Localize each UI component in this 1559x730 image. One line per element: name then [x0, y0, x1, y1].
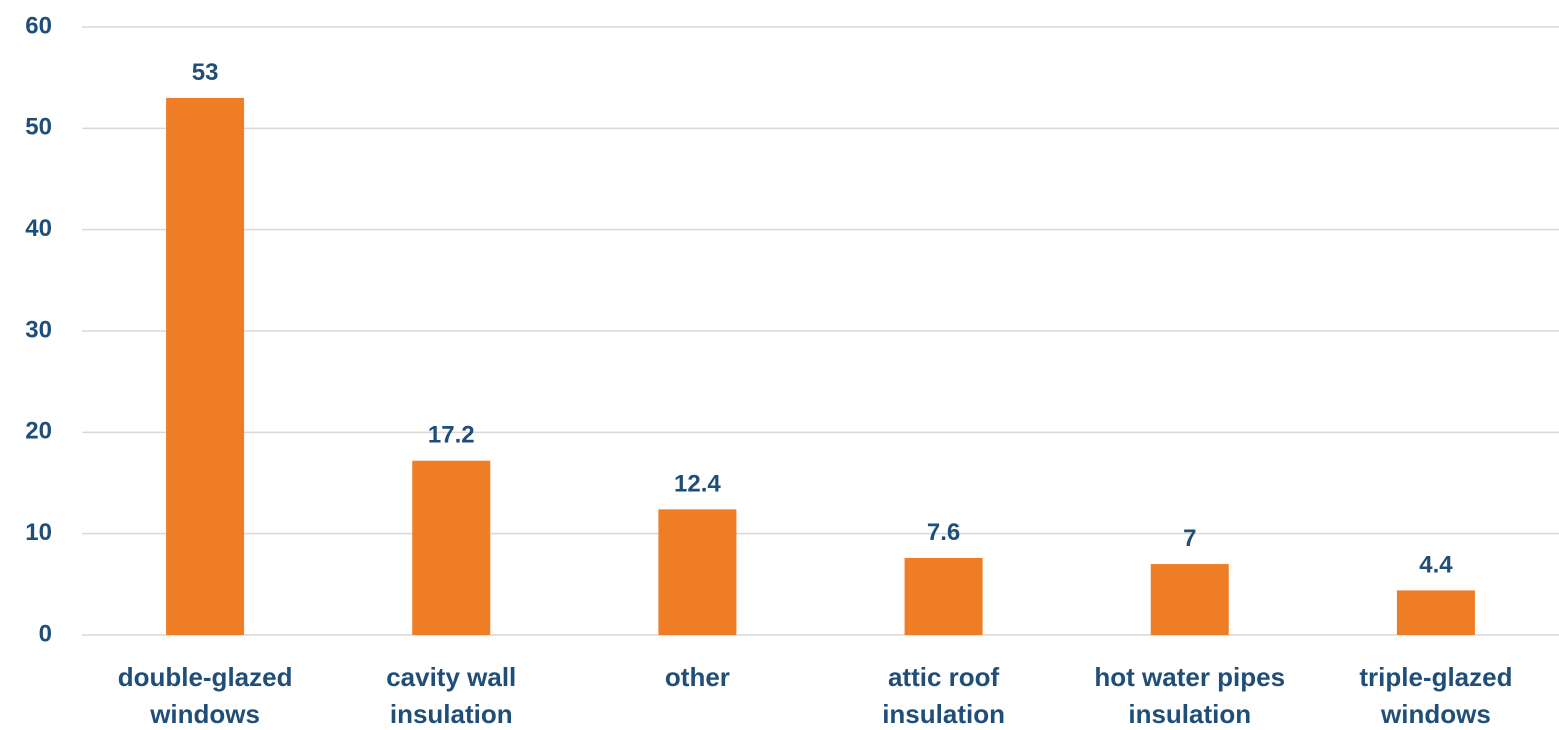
data-label: 17.2 — [428, 422, 475, 449]
y-tick-label: 60 — [25, 12, 52, 39]
bar — [412, 460, 491, 635]
bar — [166, 97, 245, 635]
x-tick-label: hot water pipes insulation — [1094, 662, 1285, 729]
bar — [1396, 590, 1475, 635]
x-tick-label: cavity wall insulation — [386, 662, 516, 729]
y-tick-label: 10 — [25, 519, 52, 546]
bar — [904, 557, 983, 635]
data-label: 7.6 — [927, 519, 960, 546]
bar — [658, 509, 737, 635]
data-label: 7 — [1183, 525, 1196, 552]
x-tick-label: double-glazed windows — [118, 662, 293, 729]
y-tick-label: 50 — [25, 114, 52, 141]
y-tick-label: 40 — [25, 215, 52, 242]
data-label: 12.4 — [674, 470, 721, 497]
y-tick-label: 0 — [39, 620, 52, 647]
y-tick-label: 20 — [25, 418, 52, 445]
data-label: 4.4 — [1419, 551, 1453, 578]
data-label: 53 — [192, 59, 219, 86]
bar — [1150, 564, 1229, 635]
x-tick-label: triple-glazed windows — [1359, 662, 1512, 729]
x-tick-label: attic roof insulation — [882, 662, 1005, 729]
x-tick-label: other — [665, 662, 730, 692]
y-tick-label: 30 — [25, 316, 52, 343]
